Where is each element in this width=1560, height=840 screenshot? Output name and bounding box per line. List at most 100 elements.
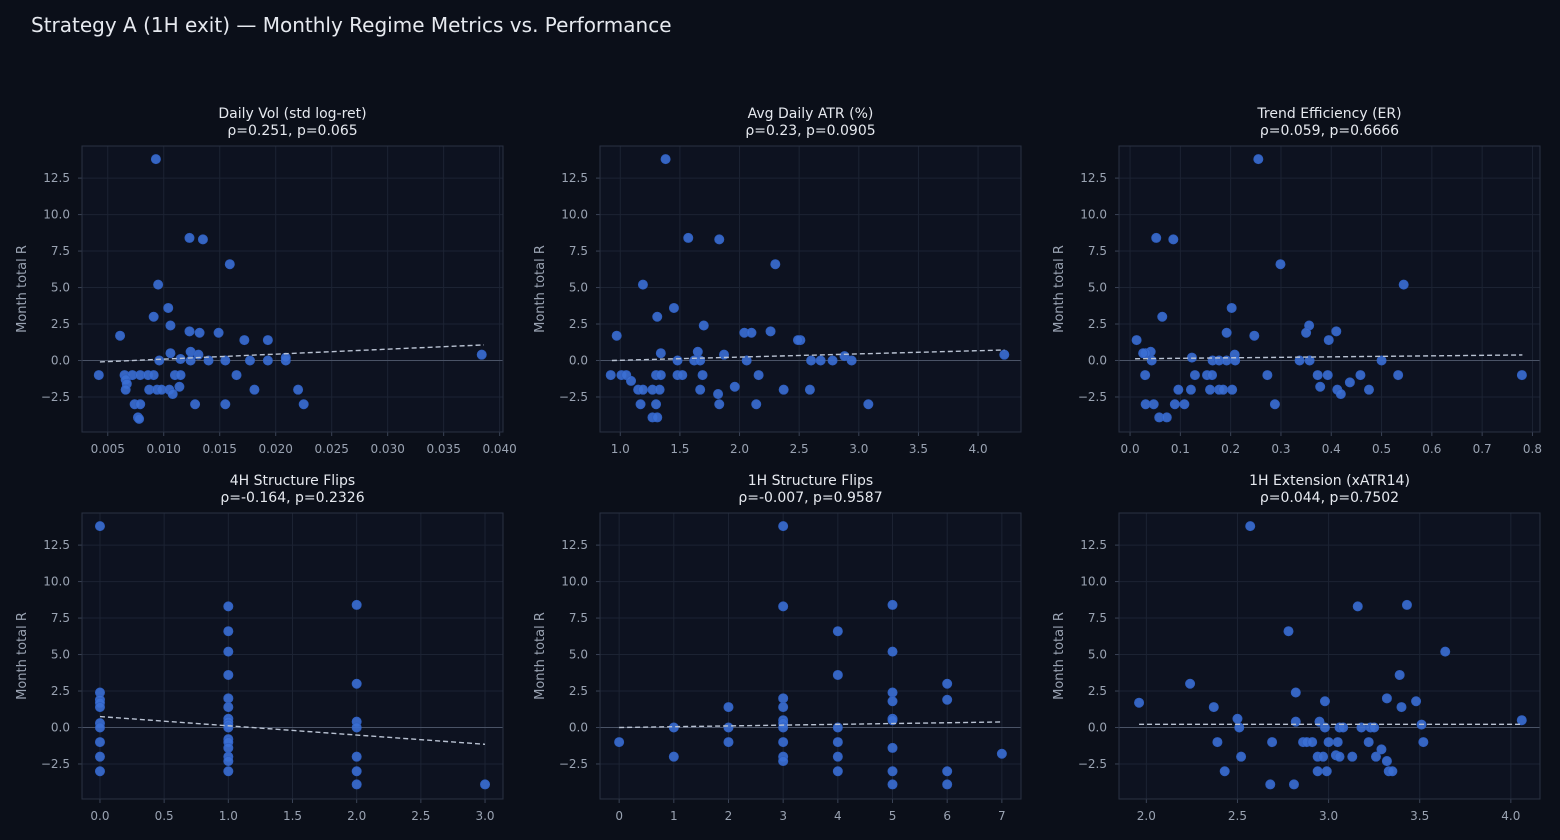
chart-panel-3: 0.0 0.1 0.2 0.3 0.4 0.5 0.6 0.7 0.8 −2.5 0.0 2.5 5.0…	[1052, 106, 1542, 456]
data-point	[999, 349, 1010, 360]
data-point	[942, 766, 953, 777]
data-point	[203, 355, 214, 366]
y-tick-label: 7.5	[1088, 244, 1107, 258]
trend-line	[99, 715, 486, 745]
x-tick-label: 0.2	[1221, 442, 1240, 456]
data-point	[249, 384, 260, 395]
data-point	[174, 381, 185, 392]
data-point	[652, 412, 663, 423]
x-tick-label: 6	[943, 809, 951, 823]
data-point	[1418, 737, 1429, 748]
data-point	[695, 384, 706, 395]
x-tick-label: 1	[670, 809, 678, 823]
data-point	[1376, 355, 1387, 366]
data-point	[942, 779, 953, 790]
data-point	[1189, 370, 1200, 381]
data-point	[770, 259, 781, 270]
data-point	[863, 399, 874, 410]
data-point	[1396, 702, 1407, 713]
x-tick-label: 3.5	[909, 442, 928, 456]
data-point	[135, 399, 146, 410]
data-point	[94, 766, 105, 777]
data-point	[846, 355, 857, 366]
data-point	[723, 737, 734, 748]
data-point	[1221, 327, 1232, 338]
data-point	[244, 355, 255, 366]
y-tick-label: 2.5	[569, 317, 588, 331]
panel-title: 1H Structure Flips	[748, 473, 873, 489]
data-point	[683, 232, 694, 243]
data-point	[806, 355, 817, 366]
data-point	[652, 311, 663, 322]
y-tick-label: 10.0	[561, 208, 588, 222]
y-axis-label: Month total R	[1052, 612, 1067, 700]
data-point	[1294, 355, 1305, 366]
data-point	[697, 370, 708, 381]
data-point	[194, 327, 205, 338]
chart-panel-5: 0 1 2 3 4 5 6 7 −2.5 0.0 2.5 5.0 7.5 10.0 12.5 1H Struc…	[533, 473, 1022, 823]
data-point	[94, 702, 105, 713]
data-point	[1321, 766, 1332, 777]
data-point	[1352, 601, 1363, 612]
data-point	[655, 370, 666, 381]
chart-panel-1: 0.005 0.010 0.015 0.020 0.025 0.030 0.035 0.040…	[15, 106, 517, 456]
data-point	[778, 756, 789, 767]
data-point	[1381, 693, 1392, 704]
data-point	[175, 370, 186, 381]
data-point	[655, 348, 666, 359]
x-tick-label: 0.7	[1473, 442, 1492, 456]
x-tick-label: 0.6	[1422, 442, 1441, 456]
data-point	[224, 259, 235, 270]
x-tick-label: 0.005	[91, 442, 125, 456]
data-point	[223, 646, 234, 657]
data-point	[351, 722, 362, 733]
y-tick-label: 10.0	[1080, 208, 1107, 222]
y-tick-label: 0.0	[569, 354, 588, 368]
y-tick-label: 5.0	[1088, 648, 1107, 662]
x-tick-label: 4	[834, 809, 842, 823]
y-tick-label: 12.5	[561, 538, 588, 552]
y-tick-label: 2.5	[51, 317, 70, 331]
y-axis-label: Month total R	[533, 612, 548, 700]
data-point	[996, 748, 1007, 759]
x-tick-label: 1.5	[670, 442, 689, 456]
data-point	[1363, 384, 1374, 395]
plot-frame	[599, 512, 1022, 800]
data-point	[651, 399, 662, 410]
data-point	[150, 154, 161, 165]
data-point	[1212, 737, 1223, 748]
data-point	[231, 370, 242, 381]
data-point	[1131, 335, 1142, 346]
data-point	[714, 399, 725, 410]
data-point	[668, 302, 679, 313]
data-point	[165, 320, 176, 331]
data-point	[1318, 751, 1329, 762]
y-axis-label: Month total R	[15, 612, 30, 700]
data-point	[223, 601, 234, 612]
y-tick-label: 7.5	[569, 244, 588, 258]
data-point	[1185, 678, 1196, 689]
data-point	[815, 355, 826, 366]
y-tick-label: 0.0	[51, 354, 70, 368]
plot-area	[82, 146, 503, 432]
data-point	[223, 722, 234, 733]
x-tick-label: 0.8	[1523, 442, 1542, 456]
y-tick-label: −2.5	[1078, 390, 1107, 404]
y-tick-label: 2.5	[569, 684, 588, 698]
y-tick-label: 0.0	[51, 721, 70, 735]
data-point	[832, 766, 843, 777]
x-tick-label: 3	[779, 809, 787, 823]
data-point	[778, 737, 789, 748]
x-tick-label: 2.5	[1228, 809, 1247, 823]
x-tick-label: 0.0	[1121, 442, 1140, 456]
data-point	[190, 399, 201, 410]
data-point	[1398, 279, 1409, 290]
x-tick-label: 0.4	[1322, 442, 1341, 456]
data-point	[668, 751, 679, 762]
data-point	[1338, 722, 1349, 733]
plot-frame	[81, 512, 504, 800]
data-point	[1169, 399, 1180, 410]
data-point	[1226, 302, 1237, 313]
data-point	[165, 348, 176, 359]
x-tick-label: 2.5	[790, 442, 809, 456]
